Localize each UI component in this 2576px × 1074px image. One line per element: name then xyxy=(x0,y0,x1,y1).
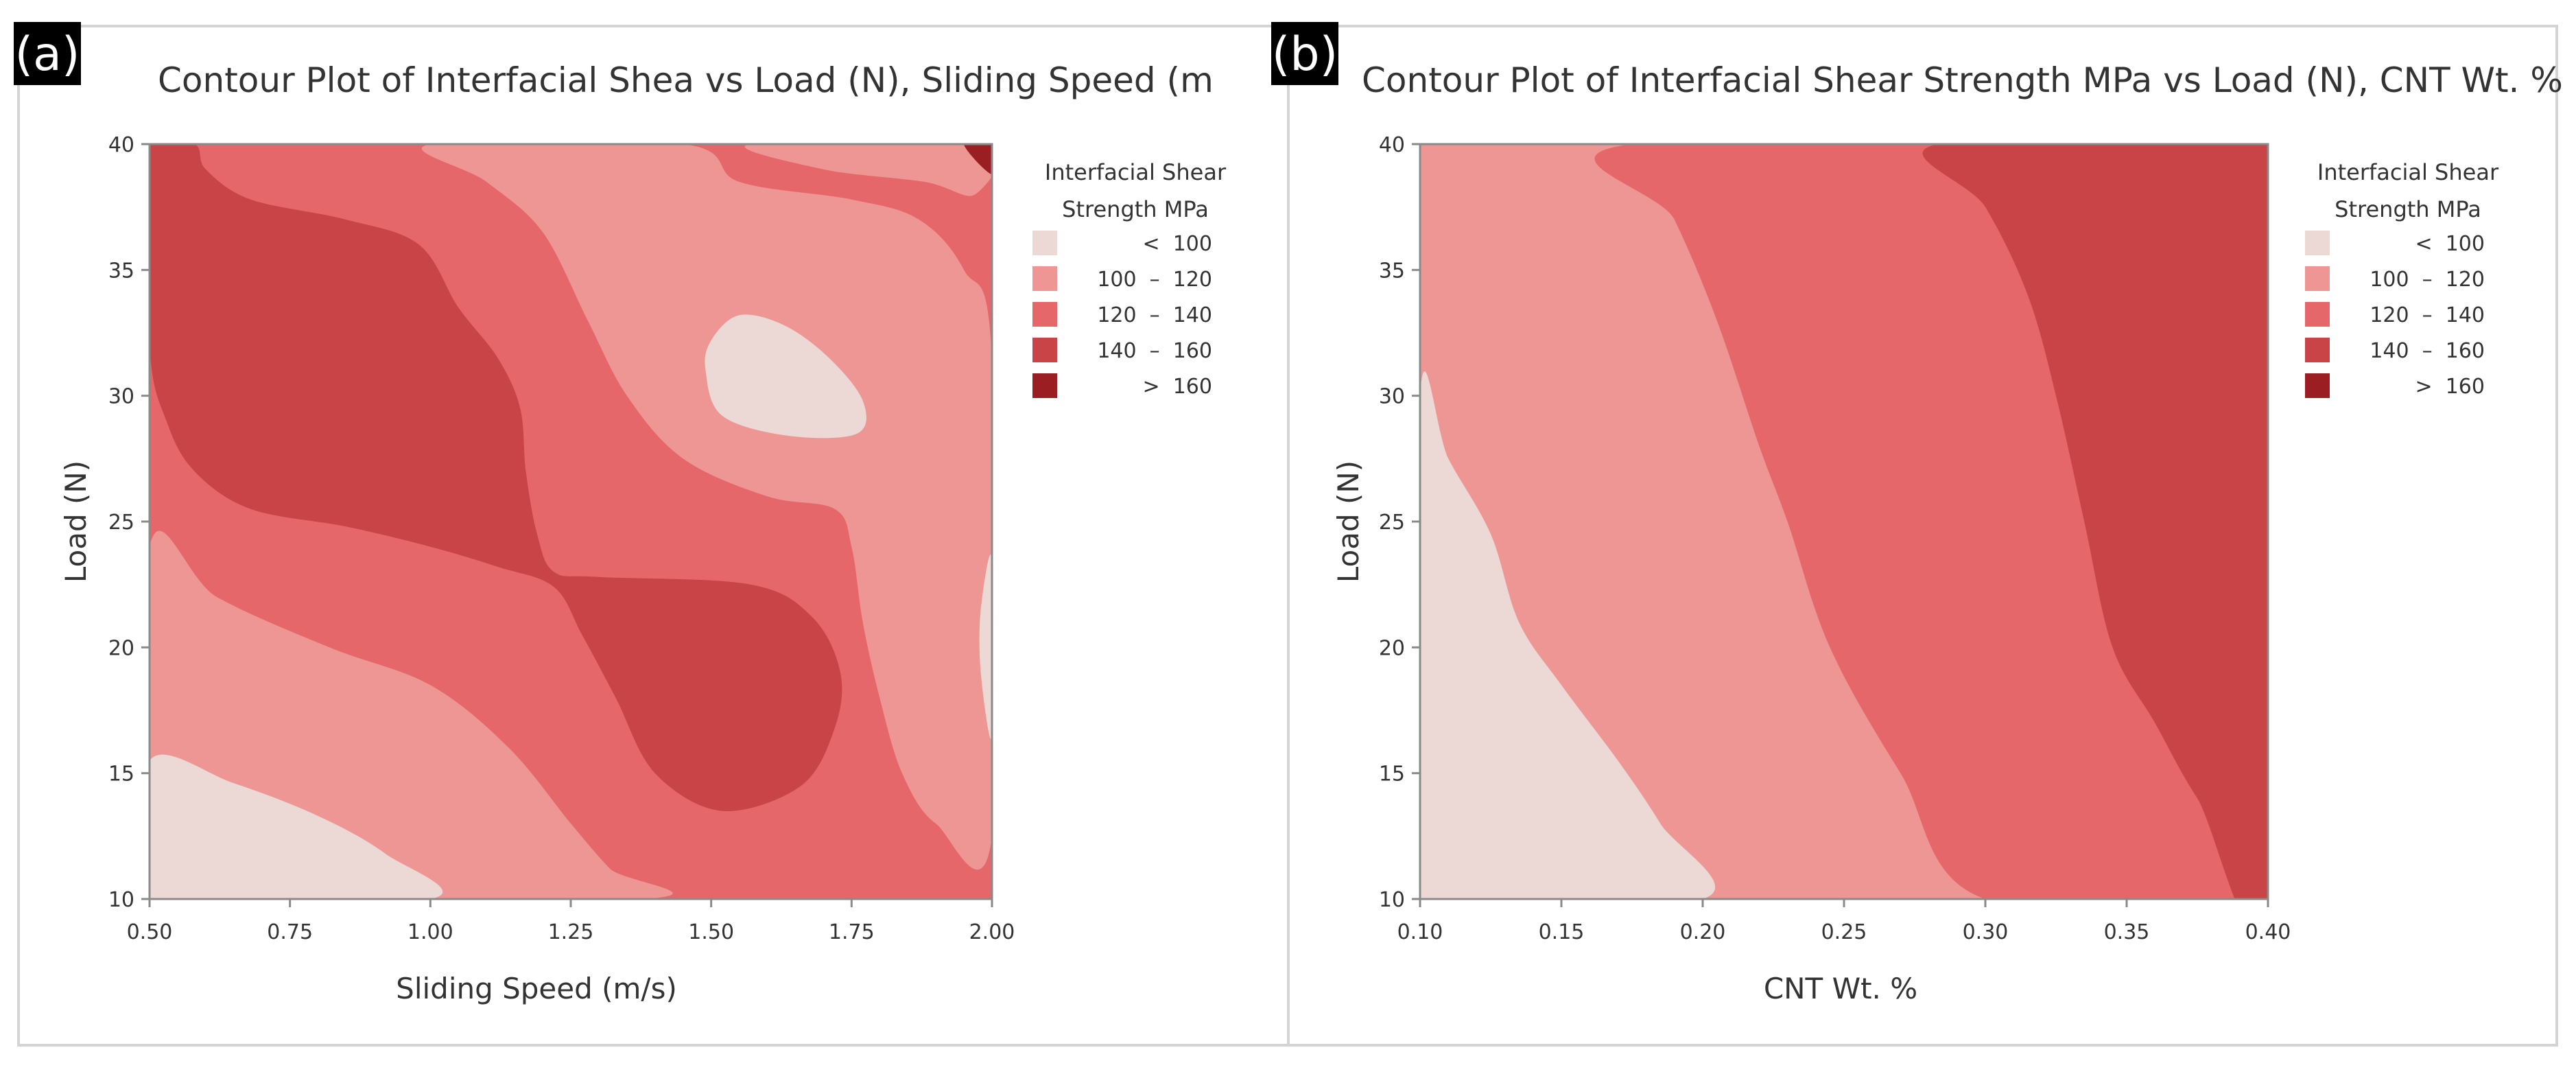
legend-title-line1-a: Interfacial Shear xyxy=(1045,159,1227,185)
chart-b-xlabel: CNT Wt. % xyxy=(1764,972,1917,1005)
legend-label-b-2: 120 – 140 xyxy=(2370,303,2485,327)
y-tick-label-b-1: 15 xyxy=(1379,762,1405,786)
x-tick-label-b-1: 0.15 xyxy=(1539,920,1585,944)
x-tick-label-b-3: 0.25 xyxy=(1821,920,1867,944)
y-tick-label-a-0: 10 xyxy=(108,888,134,912)
chart-b-title: Contour Plot of Interfacial Shear Streng… xyxy=(1362,60,2563,100)
chart-a-xlabel: Sliding Speed (m/s) xyxy=(396,972,677,1005)
y-tick-label-a-4: 30 xyxy=(108,385,134,409)
x-tick-label-a-5: 1.75 xyxy=(829,920,875,944)
chart-b-ylabel: Load (N) xyxy=(1332,460,1365,583)
panel-b-label: (b) xyxy=(1272,27,1338,82)
legend-label-a-4: > 160 xyxy=(1143,375,1212,399)
contour-region-b-3 xyxy=(1420,371,1715,899)
chart-a-ylabel: Load (N) xyxy=(59,460,93,583)
y-tick-label-b-3: 25 xyxy=(1379,511,1405,535)
legend-label-a-0: < 100 xyxy=(1143,232,1212,256)
contour-region-a-2 xyxy=(422,144,992,870)
legend-label-b-3: 140 – 160 xyxy=(2370,339,2485,363)
x-tick-label-a-3: 1.25 xyxy=(548,920,594,944)
y-tick-label-a-3: 25 xyxy=(108,511,134,535)
axes-b: 0.10 0.15 0.20 0.25 0.30 0.35 0.40 10 15 20 25 30 35… xyxy=(1379,133,2291,944)
legend-swatch-a-2 xyxy=(1032,302,1057,327)
y-tick-label-b-6: 40 xyxy=(1379,133,1405,157)
plot-area-b xyxy=(1420,144,2268,899)
panel-b-label-box xyxy=(1271,22,1338,85)
legend-label-b-0: < 100 xyxy=(2415,232,2485,256)
panel-a-label-box xyxy=(14,22,81,85)
legend-label-a-2: 120 – 140 xyxy=(1097,303,1212,327)
legend-label-b-4: > 160 xyxy=(2415,375,2485,399)
chart-a-title: Contour Plot of Interfacial Shea vs Load… xyxy=(158,60,1214,100)
axes-a: 0.50 0.75 1.00 1.25 1.50 1.75 2.00 10 15 20 25 30 35… xyxy=(108,133,1015,944)
x-tick-label-b-5: 0.35 xyxy=(2104,920,2150,944)
y-tick-label-a-2: 20 xyxy=(108,636,134,660)
x-tick-label-b-4: 0.30 xyxy=(1963,920,2009,944)
legend-swatch-a-1 xyxy=(1032,266,1057,291)
contour-region-a-3 xyxy=(744,144,992,196)
y-tick-label-b-5: 35 xyxy=(1379,259,1405,283)
legend-swatch-a-0 xyxy=(1032,231,1057,255)
legend-title-line2-b: Strength MPa xyxy=(2335,196,2481,222)
legend-b: Interfacial Shear Strength MPa < 100 100 – … xyxy=(2305,159,2499,399)
legend-swatch-b-0 xyxy=(2305,231,2330,255)
panel-a-label: (a) xyxy=(15,27,80,82)
contour-region-a-5 xyxy=(150,754,443,899)
y-tick-label-b-0: 10 xyxy=(1379,888,1405,912)
panel-b: (b) Contour Plot of Interfacial Shear St… xyxy=(1271,22,2563,1005)
x-tick-label-b-2: 0.20 xyxy=(1680,920,1726,944)
x-tick-label-a-0: 0.50 xyxy=(127,920,173,944)
y-tick-label-a-1: 15 xyxy=(108,762,134,786)
legend-label-b-1: 100 – 120 xyxy=(2370,268,2485,292)
y-tick-label-b-2: 20 xyxy=(1379,636,1405,660)
contour-region-a-4 xyxy=(705,314,866,439)
legend-swatch-b-3 xyxy=(2305,338,2330,362)
legend-title-line1-b: Interfacial Shear xyxy=(2317,159,2499,185)
x-tick-label-a-4: 1.50 xyxy=(688,920,734,944)
y-tick-label-a-5: 35 xyxy=(108,259,134,283)
plot-area-a xyxy=(150,144,992,899)
contour-region-a-6 xyxy=(979,554,992,739)
legend-title-line2-a: Strength MPa xyxy=(1062,196,1209,222)
contour-region-a-7 xyxy=(150,144,842,811)
legend-label-a-1: 100 – 120 xyxy=(1097,268,1212,292)
y-tick-label-b-4: 30 xyxy=(1379,385,1405,409)
x-tick-label-a-2: 1.00 xyxy=(407,920,453,944)
contour-region-b-2 xyxy=(1922,144,2268,899)
legend-swatch-b-4 xyxy=(2305,373,2330,398)
legend-a: Interfacial Shear Strength MPa < 100 100 – … xyxy=(1032,159,1227,399)
y-tick-label-a-6: 40 xyxy=(108,133,134,157)
legend-swatch-b-2 xyxy=(2305,302,2330,327)
panel-a: (a) Contour Plot of Interfacial Shea vs … xyxy=(14,22,1227,1005)
legend-swatch-b-1 xyxy=(2305,266,2330,291)
x-tick-label-a-6: 2.00 xyxy=(969,920,1015,944)
x-tick-label-a-1: 0.75 xyxy=(267,920,313,944)
contour-region-a-8 xyxy=(964,144,992,174)
legend-swatch-a-3 xyxy=(1032,338,1057,362)
legend-label-a-3: 140 – 160 xyxy=(1097,339,1212,363)
legend-swatch-a-4 xyxy=(1032,373,1057,398)
x-tick-label-b-6: 0.40 xyxy=(2245,920,2291,944)
x-tick-label-b-0: 0.10 xyxy=(1397,920,1443,944)
